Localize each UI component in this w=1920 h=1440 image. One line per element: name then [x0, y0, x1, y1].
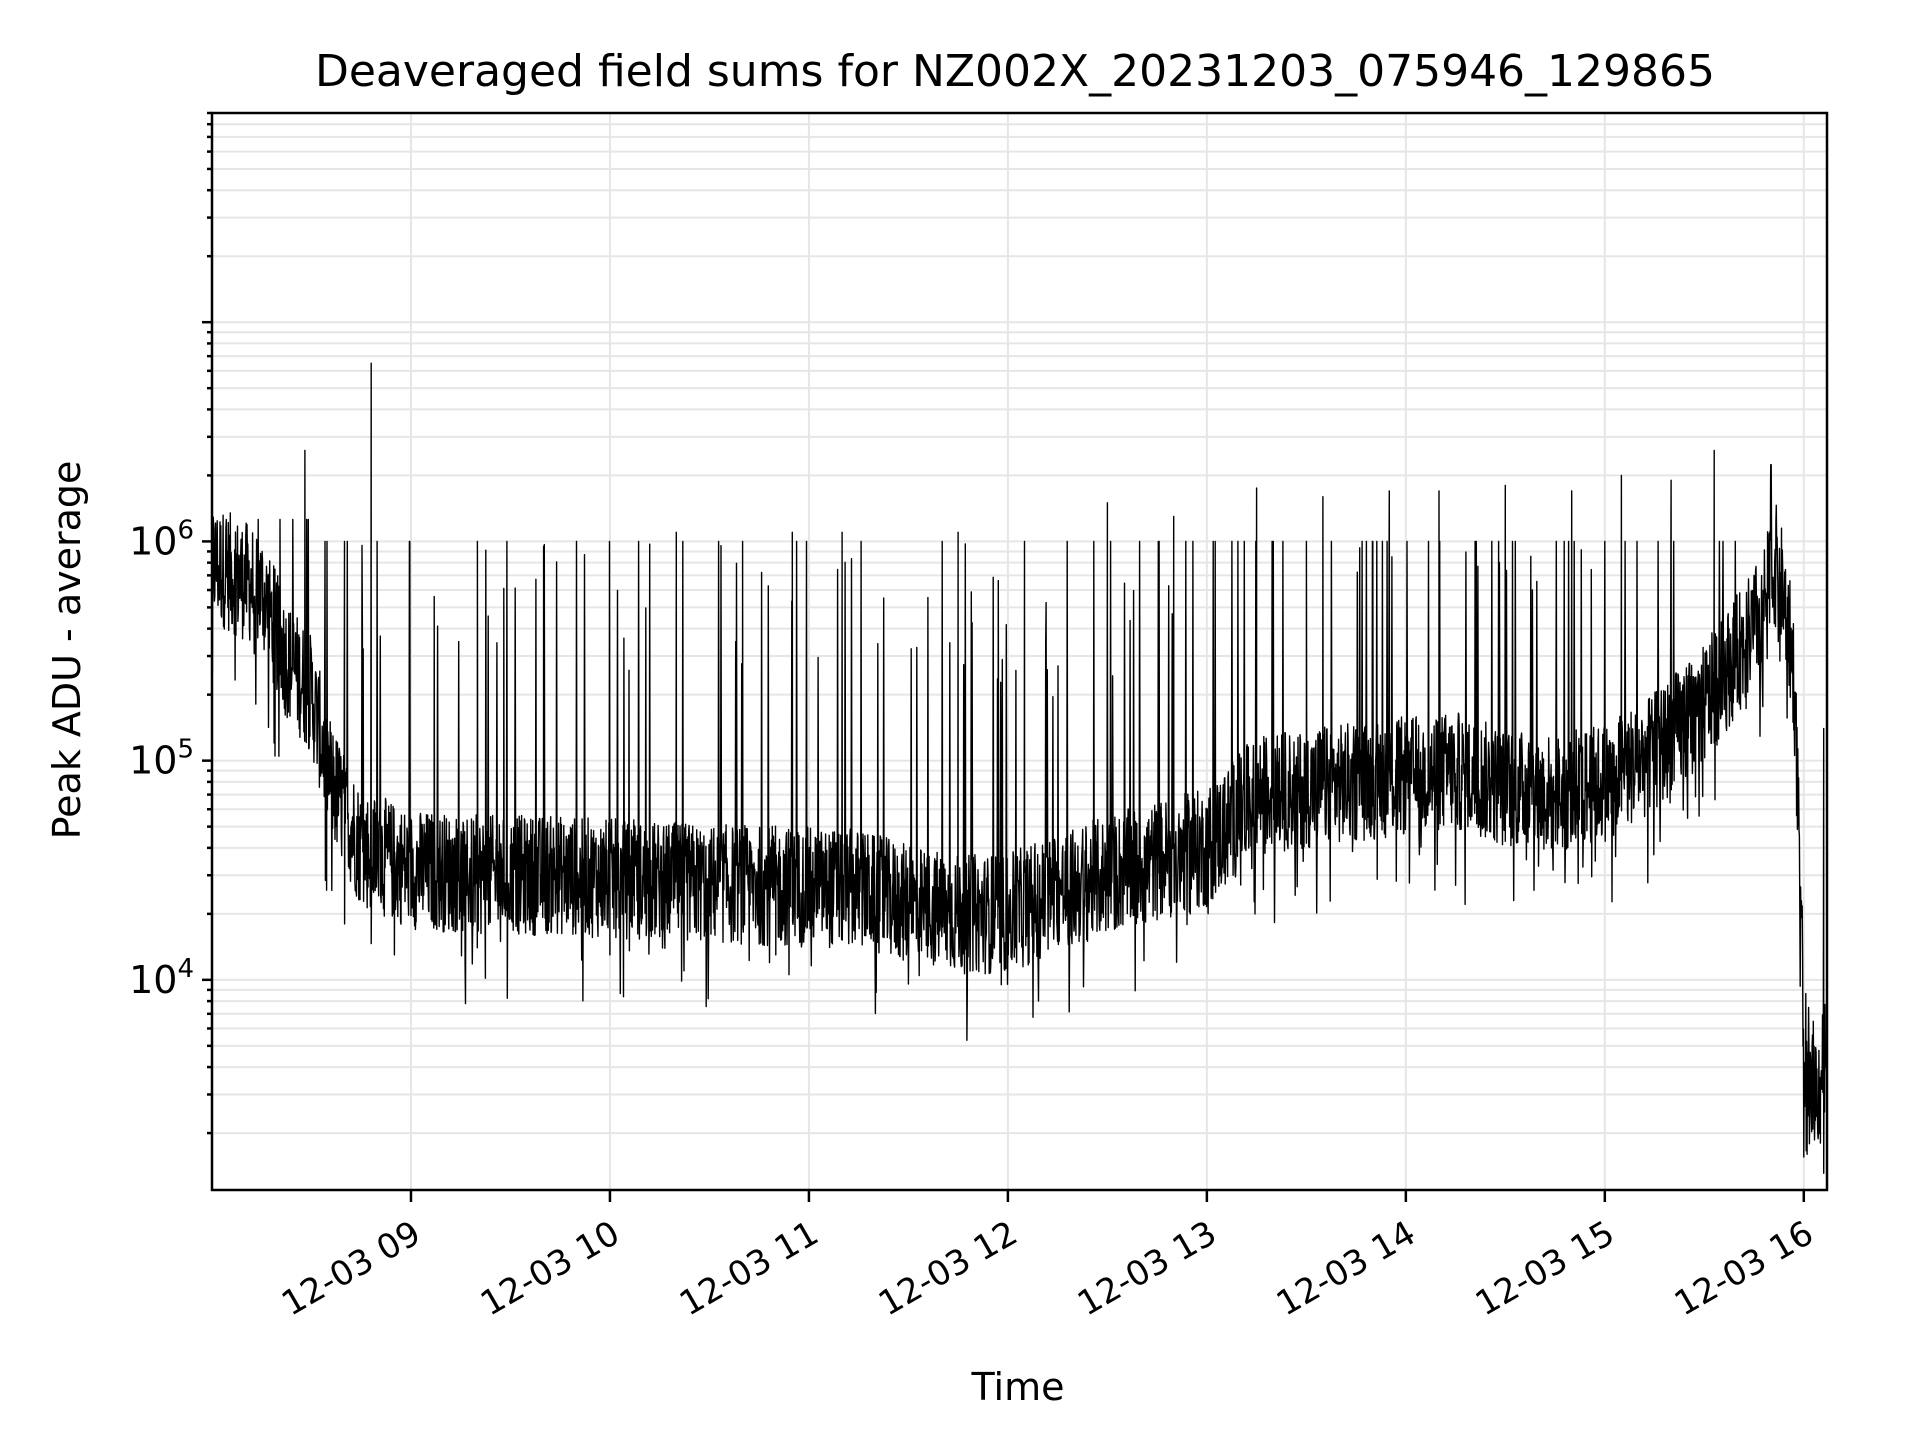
x-tick-label: 12-03 09 [275, 1213, 427, 1324]
x-tick-label: 12-03 12 [872, 1213, 1024, 1324]
y-tick-label: 105 [129, 735, 194, 783]
plot-frame [210, 111, 1829, 1192]
x-tick-label: 12-03 10 [474, 1213, 626, 1324]
x-tick-label: 12-03 15 [1469, 1213, 1621, 1324]
y-tick-label: 106 [129, 515, 194, 563]
series-line [211, 362, 1828, 1174]
chart-title: Deaveraged field sums for NZ002X_2023120… [315, 46, 1715, 97]
x-axis: 12-03 09 12-03 10 12-03 11 12-03 12 12-03 13… [275, 1190, 1820, 1324]
x-tick-label: 12-03 16 [1668, 1213, 1820, 1324]
y-tick-label: 104 [129, 954, 194, 1002]
x-axis-label: Time [971, 1365, 1065, 1409]
y-axis: 104 105 106 [129, 111, 212, 1135]
grid [212, 112, 1827, 1190]
x-tick-label: 12-03 11 [673, 1213, 825, 1324]
y-axis-label: Peak ADU - average [45, 461, 89, 840]
x-tick-label: 12-03 13 [1071, 1213, 1223, 1324]
x-tick-label: 12-03 14 [1270, 1213, 1422, 1324]
